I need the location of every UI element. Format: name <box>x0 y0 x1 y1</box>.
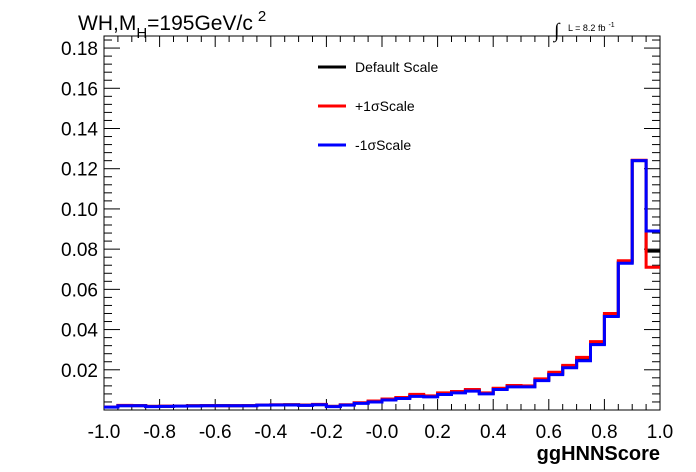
chart-title-rest: =195GeV/c <box>147 12 253 35</box>
x-tick-label-1: -0.8 <box>143 422 176 443</box>
lumi-label-superscript: -1 <box>608 22 614 29</box>
x-tick-label-4: -0.2 <box>310 422 343 443</box>
x-tick-label-9: 0.8 <box>591 422 617 443</box>
legend-label-2: -1σScale <box>355 137 411 153</box>
series-line-1 <box>104 158 660 409</box>
tick-labels: -1.0 -0.8 -0.6 -0.4 -0.2 -0.0 0.2 0.4 0.6 0.8 1.0 0… <box>61 39 673 443</box>
x-tick-label-10: 1.0 <box>647 422 673 443</box>
x-tick-label-6: 0.2 <box>424 422 450 443</box>
lumi-label-text: L = 8.2 fb <box>568 23 605 33</box>
x-axis-title: ggHNNScore <box>537 443 660 465</box>
chart-title-superscript: 2 <box>258 8 266 25</box>
lumi-label: L = 8.2 fb -1 <box>568 22 615 33</box>
y-tick-label-4: 0.10 <box>61 200 98 221</box>
y-tick-label-3: 0.08 <box>61 240 98 261</box>
chart-title: WH,MH=195GeV/c 2 <box>78 8 266 42</box>
x-tick-label-3: -0.4 <box>254 422 287 443</box>
lumi-integral-symbol: ∫ <box>552 20 561 43</box>
legend: Default Scale +1σScale -1σScale <box>318 59 438 153</box>
y-tick-label-7: 0.16 <box>61 79 98 100</box>
series-line-2 <box>104 159 660 409</box>
chart-title-main: WH,M <box>78 12 136 35</box>
x-tick-label-2: -0.6 <box>199 422 232 443</box>
y-tick-label-8: 0.18 <box>61 39 98 60</box>
x-tick-label-8: 0.6 <box>536 422 562 443</box>
y-tick-label-1: 0.04 <box>61 321 98 342</box>
x-tick-label-5: -0.0 <box>366 422 399 443</box>
legend-label-0: Default Scale <box>355 59 438 75</box>
series-layer <box>104 158 660 409</box>
legend-label-1: +1σScale <box>355 98 415 114</box>
y-tick-label-2: 0.06 <box>61 280 98 301</box>
chart-title-subscript: H <box>136 25 147 42</box>
x-tick-label-7: 0.4 <box>480 422 507 443</box>
plot-frame <box>103 35 661 411</box>
series-line-0 <box>104 159 660 409</box>
y-tick-label-5: 0.12 <box>61 160 98 181</box>
axis-ticks <box>103 36 661 410</box>
x-tick-label-0: -1.0 <box>88 422 121 443</box>
y-tick-label-6: 0.14 <box>61 119 98 140</box>
y-tick-label-0: 0.02 <box>61 361 98 382</box>
